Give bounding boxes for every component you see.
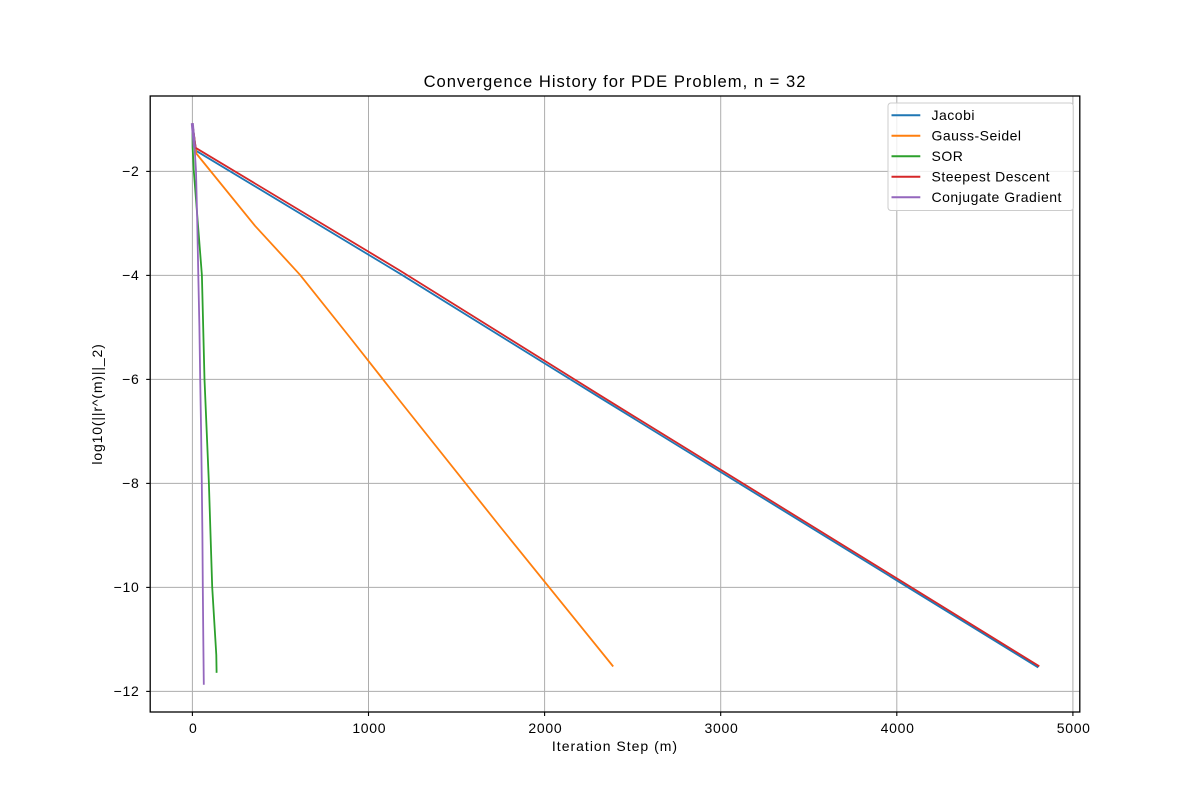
svg-text:Iteration Step (m): Iteration Step (m) xyxy=(552,738,678,754)
svg-text:Gauss-Seidel: Gauss-Seidel xyxy=(932,128,1022,144)
svg-text:0: 0 xyxy=(189,720,198,736)
svg-text:−6: −6 xyxy=(122,371,139,387)
svg-text:Jacobi: Jacobi xyxy=(932,107,975,123)
svg-text:−12: −12 xyxy=(114,683,140,699)
svg-text:Steepest Descent: Steepest Descent xyxy=(932,169,1051,185)
svg-text:2000: 2000 xyxy=(528,720,562,736)
svg-text:−2: −2 xyxy=(122,163,139,179)
svg-text:−8: −8 xyxy=(122,475,139,491)
svg-text:−4: −4 xyxy=(122,267,139,283)
svg-text:log10(||r^(m)||_2): log10(||r^(m)||_2) xyxy=(89,343,105,464)
svg-text:5000: 5000 xyxy=(1057,720,1091,736)
svg-text:1000: 1000 xyxy=(352,720,386,736)
svg-text:4000: 4000 xyxy=(881,720,915,736)
svg-text:3000: 3000 xyxy=(705,720,739,736)
svg-text:Convergence History for PDE Pr: Convergence History for PDE Problem, n =… xyxy=(424,72,807,91)
svg-text:−10: −10 xyxy=(114,579,140,595)
svg-text:Conjugate Gradient: Conjugate Gradient xyxy=(932,189,1062,205)
svg-text:SOR: SOR xyxy=(932,148,964,164)
